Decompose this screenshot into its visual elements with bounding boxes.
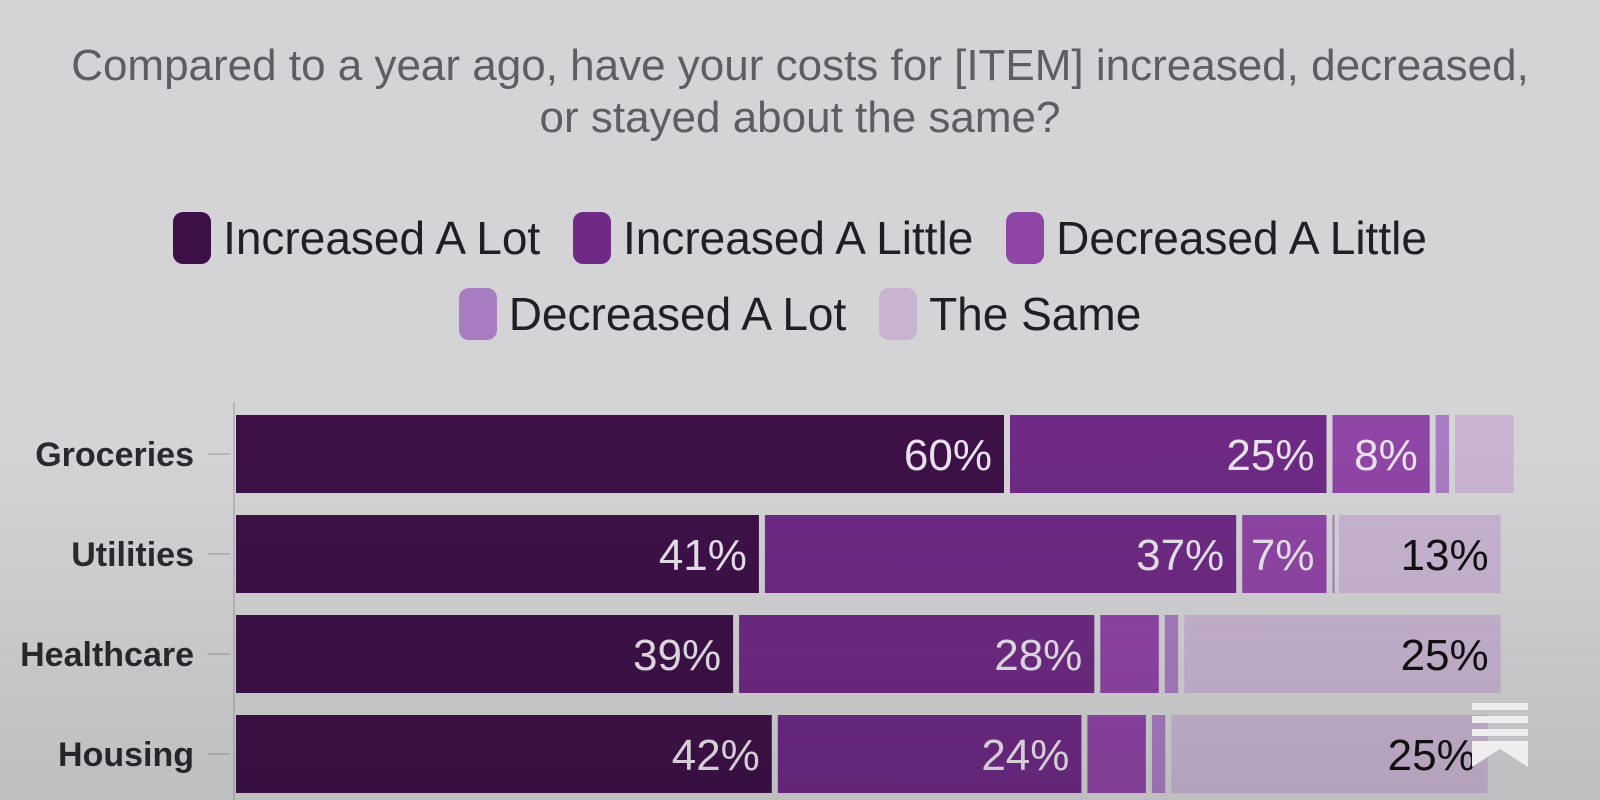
data-label-utilities-increased-a-lot: 41% bbox=[659, 531, 747, 580]
category-label-healthcare: Healthcare bbox=[20, 636, 194, 674]
bar-healthcare-the-same[interactable] bbox=[1184, 615, 1501, 693]
legend-label-increased-a-little: Increased A Little bbox=[622, 212, 974, 264]
data-label-utilities-decreased-a-little: 7% bbox=[1251, 531, 1315, 580]
category-label-groceries: Groceries bbox=[35, 436, 194, 474]
data-label-healthcare-increased-a-little: 28% bbox=[994, 631, 1082, 680]
chart-title: Compared to a year ago, have your costs … bbox=[0, 40, 1600, 144]
legend-swatch-decreased-a-lot bbox=[458, 288, 497, 340]
bar-utilities-increased-a-little[interactable] bbox=[764, 515, 1237, 593]
legend-swatch-increased-a-little bbox=[572, 212, 611, 264]
category-label-housing: Housing bbox=[58, 736, 194, 774]
legend-label-decreased-a-little: Decreased A Little bbox=[1056, 212, 1427, 264]
data-label-utilities-increased-a-little: 37% bbox=[1136, 531, 1224, 580]
legend-swatch-increased-a-lot bbox=[173, 212, 212, 264]
chart-title-line-2: or stayed about the same? bbox=[539, 93, 1061, 142]
legend-row-1: Increased A Lot Increased A Little Decre… bbox=[0, 205, 1600, 281]
chart-title-line-1: Compared to a year ago, have your costs … bbox=[71, 41, 1529, 90]
legend-label-the-same: The Same bbox=[929, 288, 1142, 340]
legend-row-2: Decreased A Lot The Same bbox=[0, 281, 1600, 357]
legend-item-increased-a-lot[interactable]: Increased A Lot bbox=[173, 205, 540, 271]
data-label-groceries-decreased-a-little: 8% bbox=[1354, 431, 1418, 480]
bar-groceries-increased-a-lot[interactable] bbox=[236, 415, 1004, 493]
bar-utilities-the-same[interactable] bbox=[1338, 515, 1501, 593]
data-label-healthcare-the-same: 25% bbox=[1401, 631, 1489, 680]
legend-label-increased-a-lot: Increased A Lot bbox=[223, 212, 541, 264]
bar-healthcare-decreased-a-lot[interactable] bbox=[1164, 615, 1179, 693]
bar-groceries-decreased-a-little[interactable] bbox=[1332, 415, 1430, 493]
legend-item-increased-a-little[interactable]: Increased A Little bbox=[572, 205, 974, 271]
bar-housing-decreased-a-lot[interactable] bbox=[1151, 715, 1166, 793]
bar-housing-the-same[interactable] bbox=[1171, 715, 1488, 793]
data-label-housing-the-same: 25% bbox=[1388, 731, 1476, 780]
bar-utilities-decreased-a-little[interactable] bbox=[1242, 515, 1327, 593]
legend-swatch-the-same bbox=[879, 288, 918, 340]
legend-item-decreased-a-little[interactable]: Decreased A Little bbox=[1006, 205, 1427, 271]
bar-groceries-increased-a-little[interactable] bbox=[1010, 415, 1327, 493]
legend-swatch-decreased-a-little bbox=[1006, 212, 1045, 264]
category-label-utilities: Utilities bbox=[71, 536, 194, 574]
bar-housing-increased-a-lot[interactable] bbox=[236, 715, 772, 793]
bar-utilities-decreased-a-lot[interactable] bbox=[1332, 515, 1335, 593]
bar-utilities-increased-a-lot[interactable] bbox=[236, 515, 759, 593]
legend-item-decreased-a-lot[interactable]: Decreased A Lot bbox=[458, 281, 847, 347]
bar-healthcare-increased-a-little[interactable] bbox=[739, 615, 1095, 693]
bar-groceries-the-same[interactable] bbox=[1455, 415, 1514, 493]
data-label-housing-increased-a-lot: 42% bbox=[672, 731, 760, 780]
data-label-groceries-increased-a-little: 25% bbox=[1226, 431, 1314, 480]
bar-housing-decreased-a-little[interactable] bbox=[1087, 715, 1146, 793]
data-label-utilities-the-same: 13% bbox=[1401, 531, 1489, 580]
data-label-healthcare-increased-a-lot: 39% bbox=[633, 631, 721, 680]
scroll-to-top-icon[interactable] bbox=[1472, 703, 1528, 767]
bar-healthcare-increased-a-lot[interactable] bbox=[236, 615, 734, 693]
bar-healthcare-decreased-a-little[interactable] bbox=[1100, 615, 1159, 693]
data-label-groceries-increased-a-lot: 60% bbox=[904, 431, 992, 480]
legend-label-decreased-a-lot: Decreased A Lot bbox=[508, 288, 847, 340]
bar-groceries-decreased-a-lot[interactable] bbox=[1435, 415, 1450, 493]
bar-housing-increased-a-little[interactable] bbox=[777, 715, 1082, 793]
data-label-housing-increased-a-little: 24% bbox=[981, 731, 1069, 780]
legend: Increased A Lot Increased A Little Decre… bbox=[0, 205, 1600, 357]
legend-item-the-same[interactable]: The Same bbox=[879, 281, 1141, 347]
